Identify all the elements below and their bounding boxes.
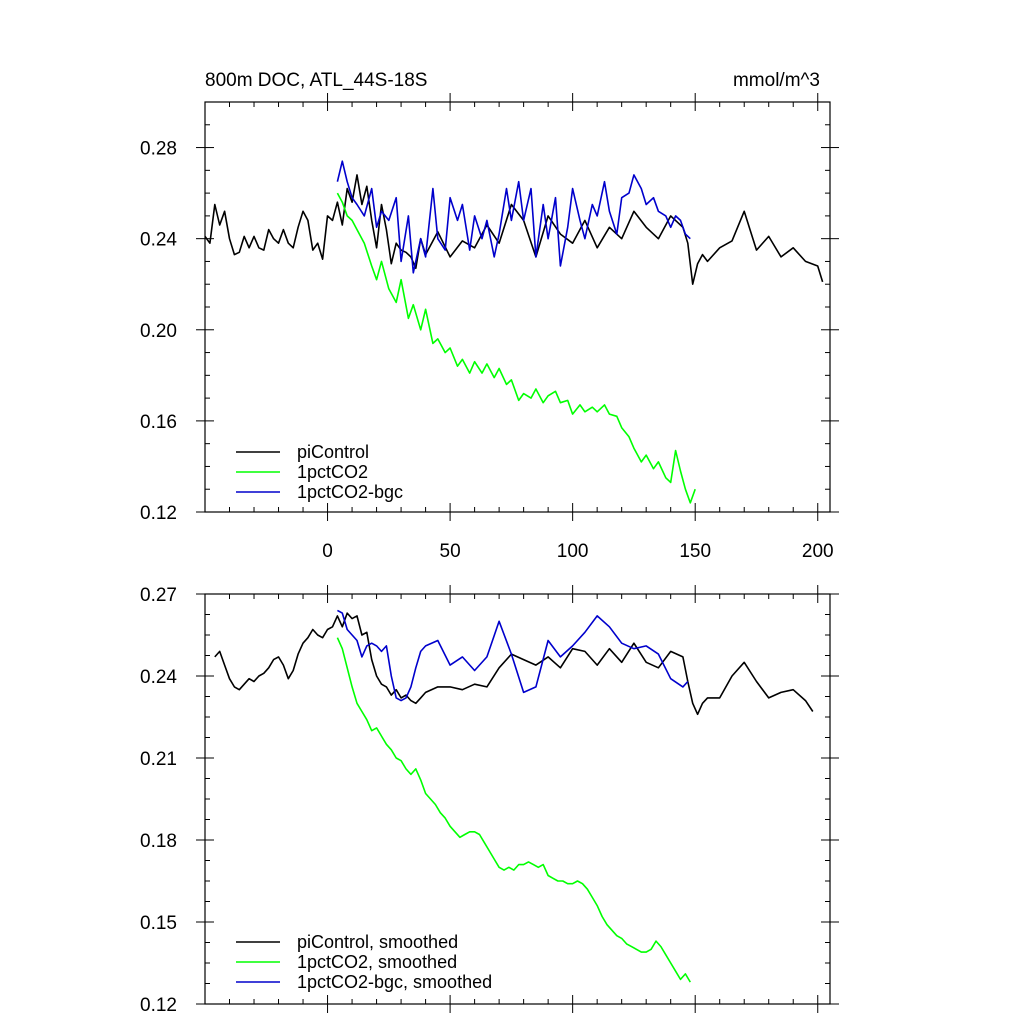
y-tick-label: 0.27 <box>140 585 177 606</box>
series-line-1pctco2-smoothed <box>336 637 691 983</box>
legend-label: piControl, smoothed <box>297 932 458 952</box>
units-label: mmol/m^3 <box>733 70 820 91</box>
x-tick-label: 150 <box>679 541 711 562</box>
legend-label: 1pctCO2, smoothed <box>297 952 457 972</box>
legend-label: piControl <box>297 442 369 462</box>
y-tick-label: 0.16 <box>140 412 177 433</box>
x-tick-label: 50 <box>440 541 461 562</box>
x-tick-label: 200 <box>802 541 834 562</box>
panel-bottom: 0.12 0.15 0.18 0.21 0.24 0.27 piControl, smoot… <box>140 585 839 1016</box>
legend-label: 1pctCO2-bgc <box>297 482 403 502</box>
y-tick-label: 0.20 <box>140 321 177 342</box>
y-tick-label: 0.15 <box>140 913 177 934</box>
y-tick-label: 0.12 <box>140 503 177 524</box>
series-line-1pctco2 <box>336 192 696 504</box>
y-tick-label: 0.21 <box>140 749 177 770</box>
y-tick-label: 0.12 <box>140 995 177 1016</box>
y-tick-label: 0.24 <box>140 667 177 688</box>
y-tick-label: 0.18 <box>140 831 177 852</box>
series-line-1pctco2-bgc <box>336 160 691 274</box>
x-tick-label: 100 <box>557 541 589 562</box>
y-tick-label: 0.24 <box>140 230 177 251</box>
legend-label: 1pctCO2-bgc, smoothed <box>297 972 492 992</box>
y-tick-label: 0.28 <box>140 139 177 160</box>
legend-label: 1pctCO2 <box>297 462 368 482</box>
chart-title: 800m DOC, ATL_44S-18S <box>205 70 427 91</box>
panel-top: 0 50 100 150 200 0.12 0.16 0.20 0.24 0.28 800m DOC… <box>140 70 839 562</box>
series-line-picontrol <box>204 174 824 286</box>
series-line-1pctco2-bgc-smoothed <box>337 609 689 702</box>
x-tick-label: 0 <box>322 541 333 562</box>
